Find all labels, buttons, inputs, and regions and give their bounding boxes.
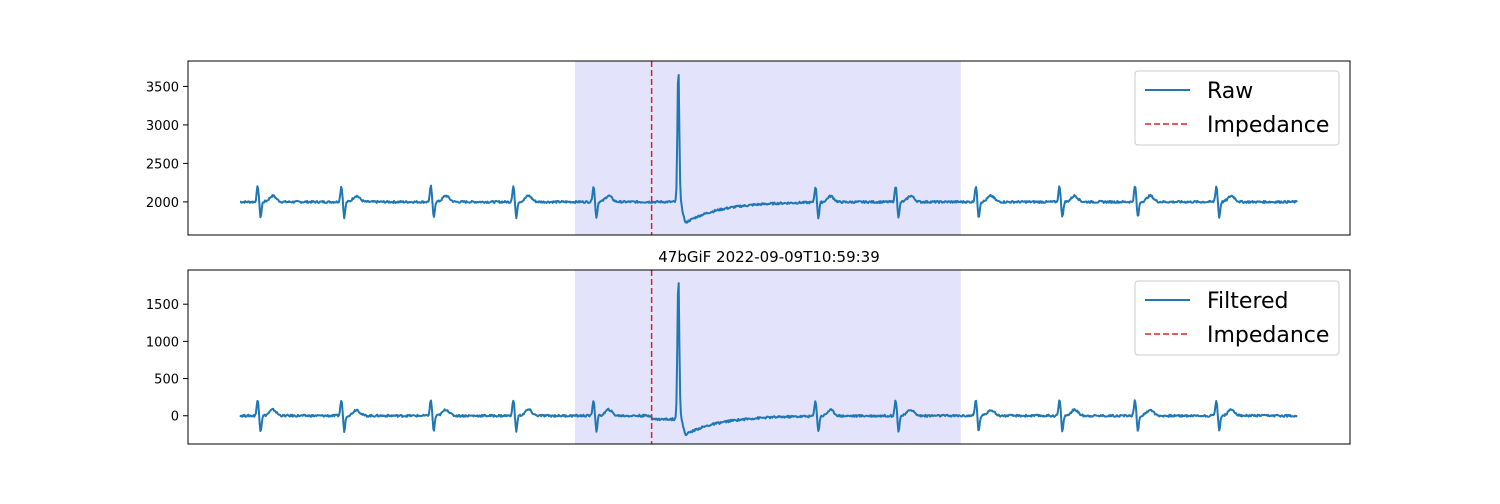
y-tick-label: 0 xyxy=(171,410,179,425)
filtered-signal-line xyxy=(239,282,1298,437)
legend: Filtered Impedance xyxy=(1134,280,1340,356)
y-tick-label: 3500 xyxy=(146,80,179,95)
y-axis-ticks: 2000 2500 3000 3500 xyxy=(146,80,188,211)
filtered-panel: 0 500 1000 1500 Filtered Impedance xyxy=(146,269,1351,445)
y-tick-label: 3000 xyxy=(146,119,179,134)
y-tick-label: 2500 xyxy=(146,157,179,172)
legend-label-raw: Raw xyxy=(1207,79,1253,104)
y-tick-label: 1000 xyxy=(146,335,179,350)
highlight-region xyxy=(574,61,961,235)
y-tick-label: 500 xyxy=(154,373,179,388)
legend: Raw Impedance xyxy=(1134,70,1340,146)
legend-label-filtered: Filtered xyxy=(1207,289,1289,314)
axes-frame xyxy=(187,269,1351,445)
legend-label-impedance: Impedance xyxy=(1207,323,1329,348)
y-tick-label: 1500 xyxy=(146,298,179,313)
y-tick-label: 2000 xyxy=(146,196,179,211)
raw-panel: 2000 2500 3000 3500 Raw Impedance xyxy=(146,60,1351,236)
axes-frame xyxy=(187,60,1351,236)
y-axis-ticks: 0 500 1000 1500 xyxy=(146,298,188,425)
raw-signal-line xyxy=(239,74,1298,224)
chart-title: 47bGiF 2022-09-09T10:59:39 xyxy=(658,248,880,266)
legend-label-impedance: Impedance xyxy=(1207,113,1329,138)
